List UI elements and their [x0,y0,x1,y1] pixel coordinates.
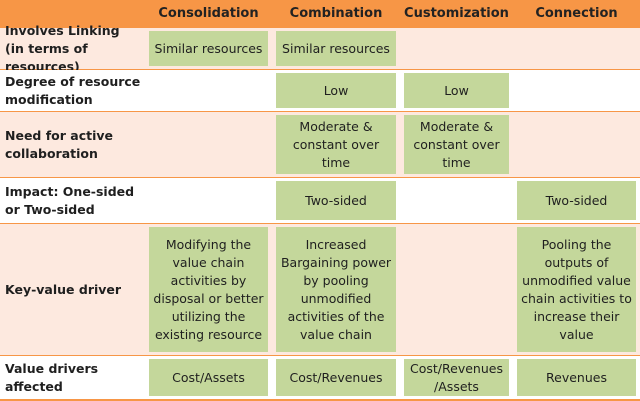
cell-value: Increased Bargaining power by pooling un… [276,227,396,352]
cell-value: Cost/Assets [149,359,268,396]
row-label: Degree of resource modification [5,74,141,107]
cell-value: Low [404,73,509,108]
cell-value: Moderate & constant over time [276,115,396,174]
cell-value: Similar resources [276,31,396,66]
cell-value: Two-sided [517,181,636,220]
cell-value: Cost/Revenues [276,359,396,396]
cell-value: Pooling the outputs of unmodified value … [517,227,636,352]
column-header: Combination [289,6,383,21]
row-label: Impact: One-sided or Two-sided [5,184,135,217]
row-label: Involves Linking (in terms of resources) [5,23,120,74]
cell-value: Revenues [517,359,636,396]
column-header: Customization [404,6,509,21]
row-label: Value drivers affected [5,361,99,394]
cell-value: Low [276,73,396,108]
cell-value: Cost/Revenues /Assets [404,359,509,396]
row-label: Need for active collaboration [5,128,113,161]
cell-value: Modifying the value chain activities by … [149,227,268,352]
cell-value: Similar resources [149,31,268,66]
cell-value: Two-sided [276,181,396,220]
column-header: Connection [535,6,618,21]
cell-value: Moderate & constant over time [404,115,509,174]
row-label: Key-value driver [5,282,122,297]
column-header: Consolidation [158,6,259,21]
header-row [0,0,640,28]
